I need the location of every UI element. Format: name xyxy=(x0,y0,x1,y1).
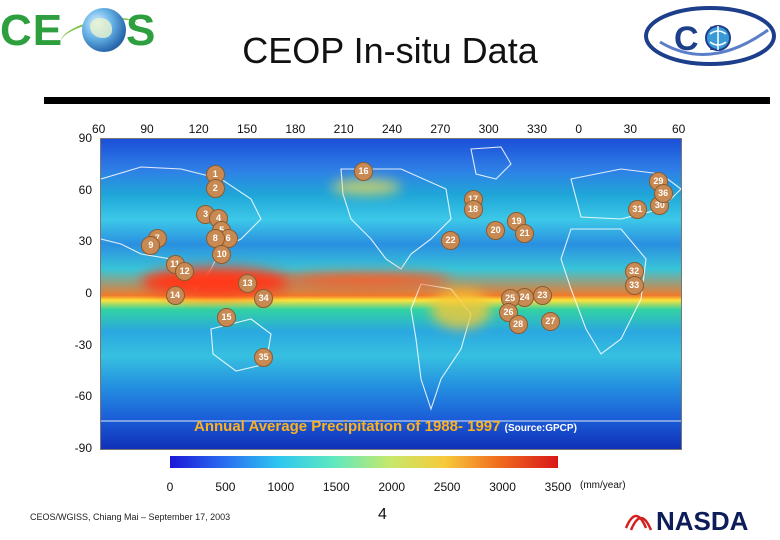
station-marker: 10 xyxy=(212,244,232,264)
station-marker: 18 xyxy=(463,199,483,219)
station-marker: 34 xyxy=(254,289,274,309)
longitude-tick: 120 xyxy=(188,122,209,136)
station-marker: 28 xyxy=(508,315,528,335)
latitude-tick: -30 xyxy=(74,337,92,352)
longitude-tick: 150 xyxy=(237,122,258,136)
longitude-tick: 300 xyxy=(478,122,499,136)
colorbar-tick: 3000 xyxy=(489,480,516,494)
station-marker: 12 xyxy=(175,261,195,281)
colorbar-tick: 0 xyxy=(166,480,174,494)
nasda-logo: NASDA xyxy=(624,506,749,536)
station-marker: 36 xyxy=(653,184,673,204)
caption-title: Annual Average Precipitation of 1988- 19… xyxy=(194,418,501,435)
latitude-tick: 0 xyxy=(85,286,92,300)
ceos-logo: CE S xyxy=(0,2,160,58)
station-marker: 20 xyxy=(486,220,506,240)
station-marker: 16 xyxy=(354,162,373,181)
station-marker: 22 xyxy=(441,230,460,250)
station-marker: 15 xyxy=(217,308,237,328)
station-marker: 27 xyxy=(540,311,560,331)
station-marker: 2 xyxy=(205,179,225,199)
latitude-tick: 60 xyxy=(78,182,92,197)
globe-icon xyxy=(82,8,126,52)
colorbar-tick: 2500 xyxy=(433,480,461,494)
latitude-tick: 30 xyxy=(78,234,92,249)
colorbar-tick: 1000 xyxy=(267,480,295,494)
colorbar-unit: (mm/year) xyxy=(580,480,626,491)
station-marker: 23 xyxy=(532,286,552,305)
longitude-tick: 30 xyxy=(623,122,638,136)
nasda-swirl-icon xyxy=(624,514,648,529)
station-marker: 8 xyxy=(205,229,225,249)
longitude-tick: 270 xyxy=(430,122,451,136)
station-marker: 14 xyxy=(165,286,185,305)
station-marker: 35 xyxy=(254,348,274,367)
latitude-tick: 90 xyxy=(78,131,92,145)
title-divider xyxy=(44,97,770,104)
page-number: 4 xyxy=(378,506,387,523)
station-marker: 21 xyxy=(515,224,535,243)
station-marker: 31 xyxy=(627,199,647,219)
precipitation-map: 1234567891011121314151617181920212223242… xyxy=(100,138,682,450)
ceos-logo-text-left: CE xyxy=(0,6,64,55)
longitude-tick: 210 xyxy=(333,122,354,136)
longitude-tick: 240 xyxy=(382,122,403,136)
station-marker: 33 xyxy=(624,275,644,295)
colorbar-tick: 1500 xyxy=(322,480,350,494)
longitude-tick: 0 xyxy=(575,122,583,136)
colorbar-tick: 500 xyxy=(215,480,236,494)
ceos-logo-text-right: S xyxy=(126,6,157,55)
station-marker: 13 xyxy=(238,273,257,293)
longitude-tick: 90 xyxy=(140,122,154,136)
longitude-tick: 330 xyxy=(527,122,548,136)
longitude-tick: 180 xyxy=(285,122,306,136)
caption-source: (Source:GPCP) xyxy=(504,423,577,434)
colorbar-tick: 3500 xyxy=(544,480,572,494)
nasda-logo-text: NASDA xyxy=(656,506,749,536)
longitude-tick: 60 xyxy=(672,122,686,136)
longitude-tick: 60 xyxy=(92,122,106,136)
page-title: CEOP In-situ Data xyxy=(242,30,538,71)
conference-footer: CEOS/WGISS, Chiang Mai – September 17, 2… xyxy=(30,512,231,522)
station-marker: 9 xyxy=(141,236,161,256)
precipitation-colorbar xyxy=(170,456,558,468)
ceop-logo: C P xyxy=(644,6,776,66)
latitude-tick: -90 xyxy=(74,441,92,455)
colorbar-tick: 2000 xyxy=(378,480,406,494)
map-caption: Annual Average Precipitation of 1988- 19… xyxy=(194,418,577,435)
latitude-tick: -60 xyxy=(74,389,92,404)
